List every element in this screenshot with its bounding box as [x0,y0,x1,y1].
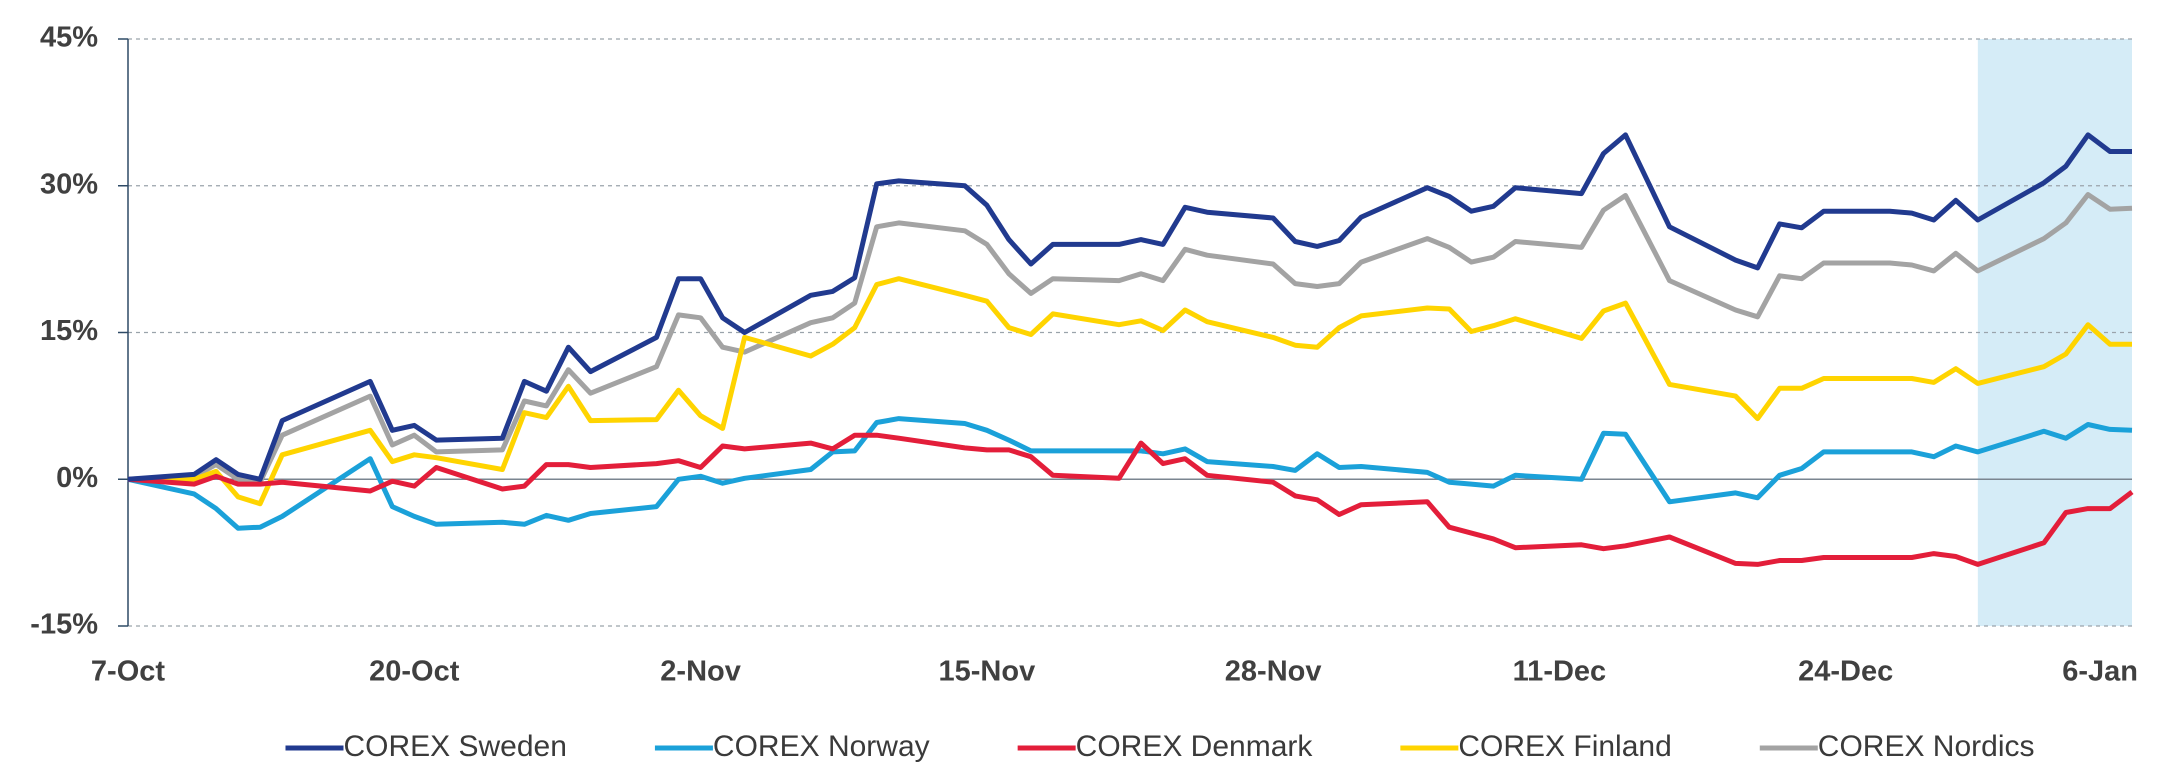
x-tick-label: 2-Nov [660,656,741,688]
y-tick-label: 15% [40,315,98,347]
legend-label: COREX Finland [1458,730,1671,763]
y-tick-label: 0% [56,462,98,494]
x-tick-label: 7-Oct [91,656,165,688]
legend-label: COREX Nordics [1818,730,2035,763]
x-tick-label: 11-Dec [1513,656,1607,688]
legend-label: COREX Sweden [343,730,566,763]
series-line [128,276,2132,507]
series-line [127,132,2132,482]
series-line [127,192,2133,485]
legend-label: COREX Norway [713,730,930,763]
series-line [127,432,2134,567]
y-tick-label: 30% [40,168,98,200]
x-tick-label: 6-Jan [2062,656,2138,688]
y-tick-label: -15% [30,609,98,641]
legend: COREX Sweden COREX Norway COREX Denmark COR… [285,730,2035,763]
x-tick-label: 24-Dec [1798,656,1893,688]
legend-label: COREX Denmark [1076,730,1314,763]
x-tick-label: 20-Oct [369,656,460,688]
x-tick-label: 15-Nov [939,656,1036,688]
x-tick-label: 28-Nov [1225,656,1322,688]
y-tick-label: 45% [40,22,98,54]
